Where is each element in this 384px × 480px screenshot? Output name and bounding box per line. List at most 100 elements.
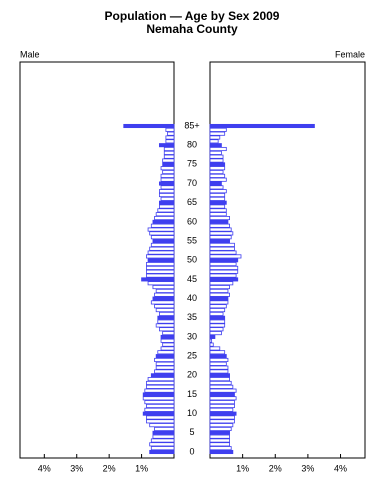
age-label: 0 bbox=[189, 446, 194, 456]
bar bbox=[159, 143, 175, 148]
bar bbox=[160, 334, 175, 339]
bar bbox=[209, 127, 227, 132]
bar bbox=[167, 131, 175, 136]
bar bbox=[209, 173, 226, 178]
chart-subtitle: Nemaha County bbox=[146, 22, 238, 36]
legend-female: Female bbox=[335, 49, 365, 59]
x-tick-label: 3% bbox=[70, 463, 83, 473]
bar bbox=[146, 403, 175, 409]
bar bbox=[159, 189, 175, 194]
bar bbox=[149, 246, 175, 251]
bar bbox=[159, 181, 175, 186]
bar bbox=[209, 154, 224, 159]
bar bbox=[209, 250, 237, 255]
bar bbox=[209, 334, 216, 339]
bar bbox=[147, 227, 175, 232]
bar bbox=[154, 304, 175, 309]
legend-male: Male bbox=[20, 49, 40, 59]
bar bbox=[147, 281, 175, 286]
bar bbox=[147, 258, 175, 263]
age-label: 10 bbox=[187, 408, 197, 418]
bar bbox=[209, 315, 226, 320]
bar bbox=[152, 239, 175, 244]
bar bbox=[155, 361, 175, 366]
bar bbox=[209, 342, 214, 347]
bar bbox=[209, 365, 229, 370]
bar bbox=[162, 342, 175, 347]
bar bbox=[209, 216, 230, 221]
bar bbox=[209, 196, 226, 201]
bar bbox=[209, 403, 235, 409]
bar bbox=[209, 415, 235, 420]
bar bbox=[163, 146, 175, 152]
bar bbox=[157, 315, 175, 320]
bar bbox=[209, 181, 222, 186]
age-label: 5 bbox=[189, 427, 194, 437]
bar bbox=[209, 369, 229, 374]
age-label: 25 bbox=[187, 350, 197, 360]
bar bbox=[209, 208, 227, 213]
bar bbox=[163, 154, 175, 159]
age-label: 65 bbox=[187, 197, 197, 207]
bar bbox=[160, 346, 175, 351]
bar bbox=[142, 392, 175, 397]
age-label: 45 bbox=[187, 274, 197, 284]
bar bbox=[152, 434, 175, 439]
bar bbox=[209, 166, 226, 171]
bar bbox=[160, 185, 175, 190]
x-tick-label: 4% bbox=[334, 463, 347, 473]
bar bbox=[209, 430, 230, 435]
bar bbox=[209, 292, 230, 297]
age-label: 85+ bbox=[184, 120, 199, 130]
bar bbox=[159, 311, 175, 316]
bar bbox=[209, 169, 224, 175]
bar bbox=[209, 265, 239, 270]
bar bbox=[209, 227, 232, 232]
x-tick-label: 1% bbox=[236, 463, 249, 473]
bar bbox=[162, 162, 175, 167]
bar bbox=[150, 242, 175, 247]
bar bbox=[152, 430, 175, 435]
bar bbox=[163, 150, 175, 155]
bar bbox=[209, 139, 219, 144]
bar bbox=[155, 354, 175, 359]
bar bbox=[150, 300, 175, 305]
bar bbox=[209, 434, 230, 439]
bar bbox=[209, 143, 222, 148]
bar bbox=[209, 419, 235, 424]
bar bbox=[149, 449, 175, 455]
bar bbox=[209, 246, 235, 251]
bar bbox=[146, 265, 175, 270]
bar bbox=[146, 254, 175, 259]
bar bbox=[159, 204, 175, 209]
bar bbox=[146, 380, 175, 385]
bar bbox=[209, 407, 234, 412]
bar bbox=[165, 139, 175, 144]
age-label: 75 bbox=[187, 159, 197, 169]
bar bbox=[165, 135, 175, 140]
bar bbox=[209, 319, 226, 324]
x-tick-label: 4% bbox=[38, 463, 51, 473]
age-label: 15 bbox=[187, 389, 197, 399]
bar bbox=[209, 357, 229, 362]
bar bbox=[152, 219, 175, 224]
bar bbox=[160, 166, 175, 171]
bar bbox=[209, 219, 229, 224]
bar bbox=[157, 319, 175, 324]
bar bbox=[209, 338, 213, 343]
bar bbox=[209, 304, 227, 309]
bar bbox=[209, 223, 230, 228]
bar bbox=[209, 311, 224, 316]
bar bbox=[155, 323, 175, 328]
bar bbox=[165, 127, 175, 132]
bar bbox=[150, 223, 175, 228]
bar bbox=[209, 204, 226, 209]
bar bbox=[209, 123, 315, 129]
x-tick-label: 2% bbox=[269, 463, 282, 473]
x-tick-label: 2% bbox=[103, 463, 116, 473]
age-label: 40 bbox=[187, 293, 197, 303]
bar bbox=[209, 150, 222, 155]
bar bbox=[146, 273, 175, 278]
age-label: 50 bbox=[187, 255, 197, 265]
